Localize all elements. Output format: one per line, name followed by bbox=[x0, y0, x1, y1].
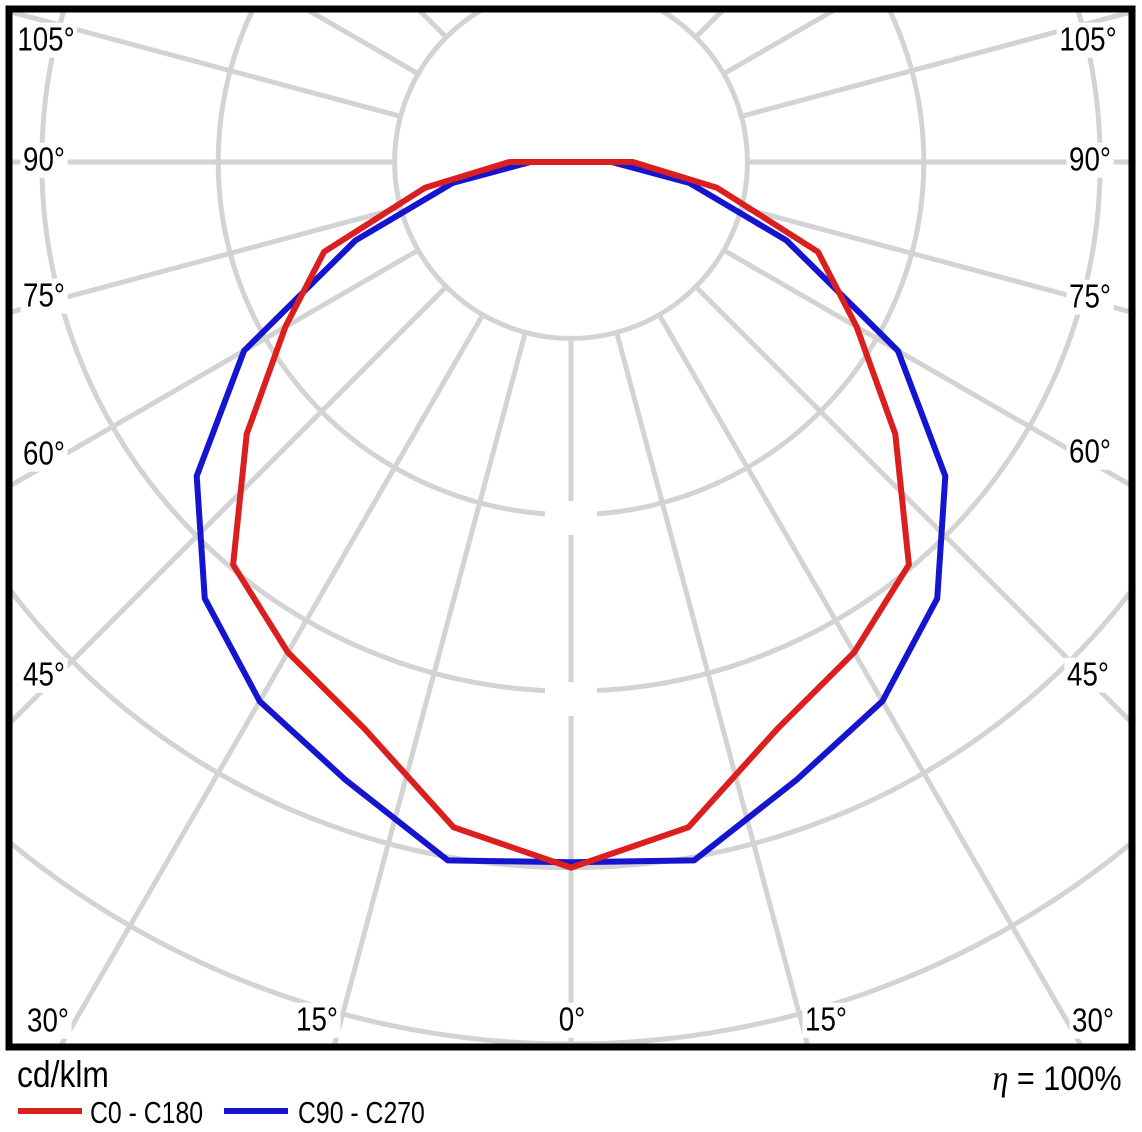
angle-tick-label: 60° bbox=[20, 436, 68, 472]
eta-symbol: η bbox=[992, 1058, 1009, 1098]
angle-tick-label: 0° bbox=[556, 1002, 588, 1038]
angle-tick-label: 30° bbox=[24, 1003, 72, 1039]
efficiency-label: η = 100% bbox=[992, 1058, 1122, 1099]
angle-tick-label: 60° bbox=[1066, 434, 1114, 470]
angle-tick-label: 30° bbox=[1069, 1003, 1117, 1039]
angle-tick-label: 45° bbox=[1064, 657, 1112, 693]
unit-label: cd/klm bbox=[17, 1054, 109, 1095]
eta-value: = 100% bbox=[1008, 1060, 1122, 1098]
legend-swatch-c90-c270 bbox=[224, 1108, 288, 1114]
angle-tick-label: 45° bbox=[20, 657, 68, 693]
angle-tick-label: 75° bbox=[20, 278, 68, 314]
angle-tick-label: 15° bbox=[293, 1002, 341, 1038]
angle-tick-label: 15° bbox=[802, 1002, 850, 1038]
angle-tick-label: 105° bbox=[14, 22, 78, 58]
legend-swatch-c0-c180 bbox=[18, 1108, 82, 1114]
angle-tick-label: 75° bbox=[1066, 279, 1114, 315]
angle-tick-label: 90° bbox=[20, 142, 68, 178]
legend-label-c90-c270: C90 - C270 bbox=[298, 1095, 425, 1130]
angle-tick-label: 105° bbox=[1056, 22, 1120, 58]
legend-label-c0-c180: C0 - C180 bbox=[90, 1095, 204, 1130]
angle-tick-label: 90° bbox=[1066, 142, 1114, 178]
